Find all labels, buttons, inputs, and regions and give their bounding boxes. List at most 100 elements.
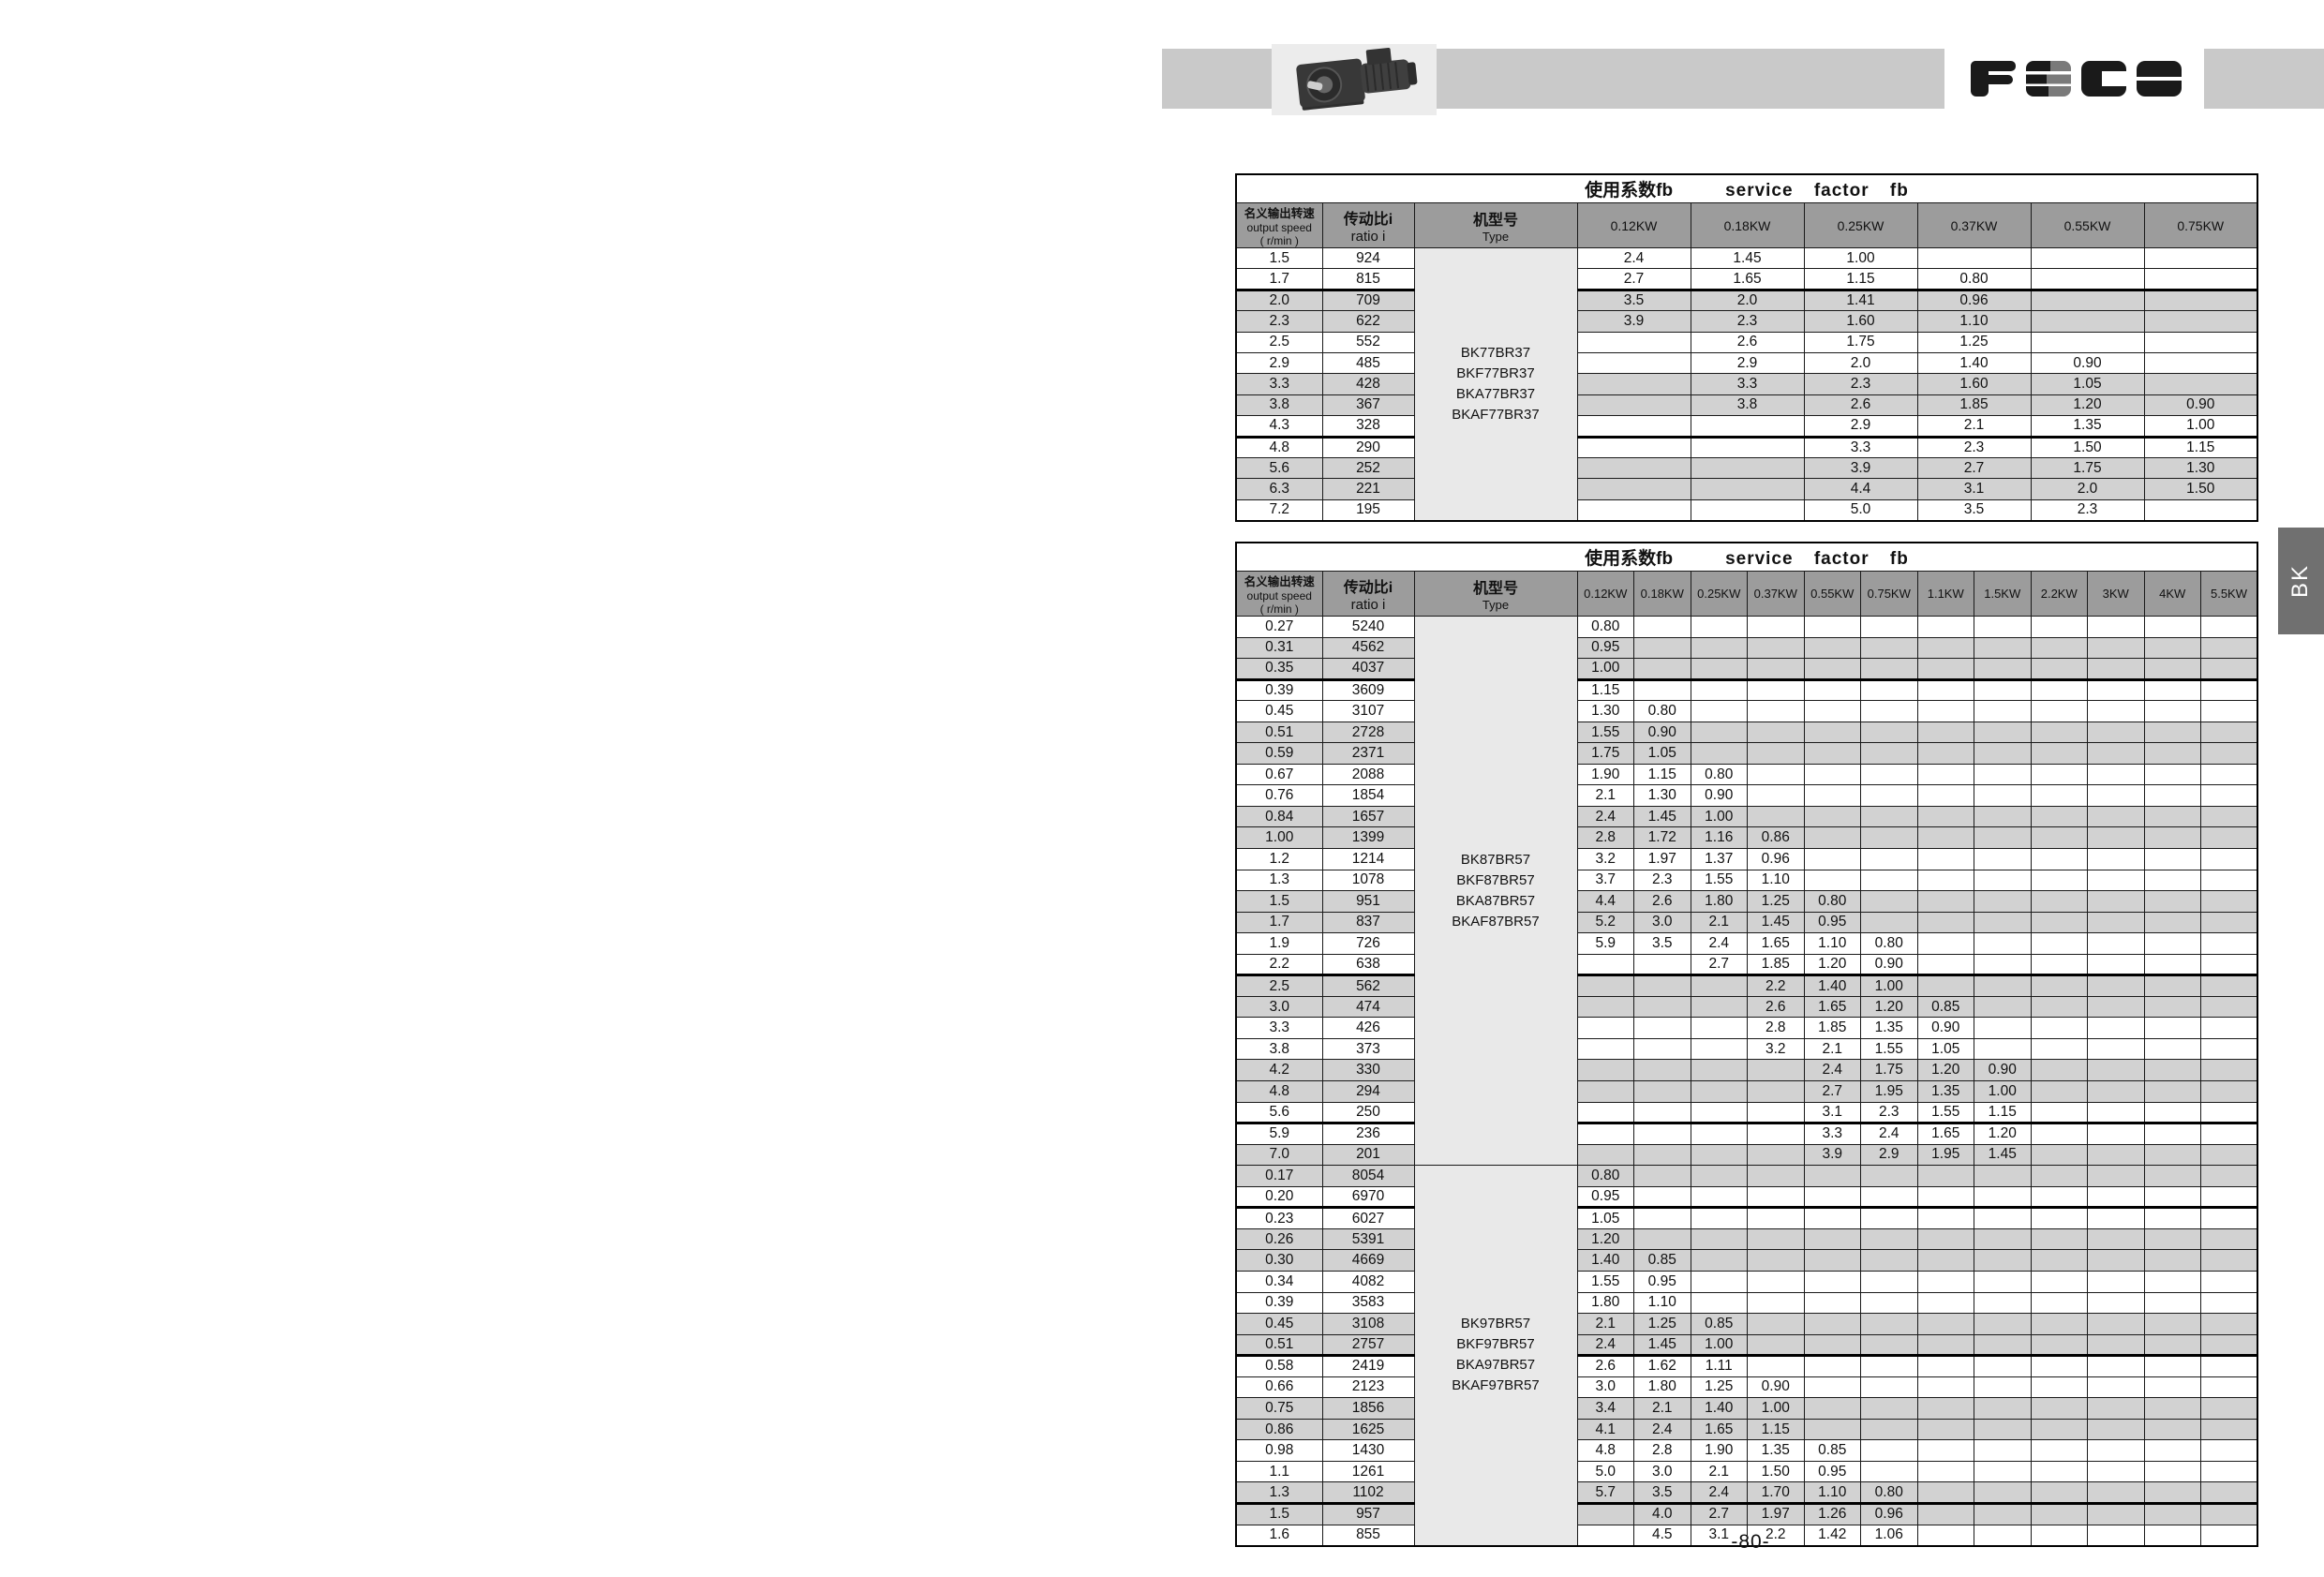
factor-value-cell: 1.30 (1576, 700, 1634, 722)
factor-value-cell (2087, 1080, 2145, 1103)
factor-value-cell (2087, 1101, 2145, 1125)
col-header-kw: 4KW (2143, 571, 2201, 617)
factor-value-cell: 3.0 (1576, 1376, 1634, 1399)
factor-value-cell (1916, 1291, 1974, 1315)
factor-value-cell: 2.3 (1690, 310, 1805, 333)
factor-value-cell: 1.10 (1633, 1291, 1691, 1315)
factor-value-cell: 1.55 (1916, 1101, 1974, 1125)
factor-value-cell: 0.80 (1576, 1165, 1634, 1187)
factor-value-cell (1576, 394, 1691, 417)
ratio-cell: 4037 (1321, 658, 1415, 681)
factor-value-cell (2030, 1439, 2088, 1462)
factor-value-cell (1576, 1017, 1634, 1039)
col-header-ratio: 传动比i ratio i (1321, 202, 1415, 248)
ratio-cell: 622 (1321, 310, 1415, 333)
factor-value-cell (2200, 1460, 2258, 1483)
factor-value-cell: 1.80 (1576, 1291, 1634, 1315)
factor-value-cell: 0.95 (1803, 911, 1861, 934)
factor-value-cell: 1.40 (1690, 1397, 1748, 1420)
ratio-cell: 4082 (1321, 1270, 1415, 1293)
factor-value-cell: 1.20 (1576, 1227, 1634, 1251)
factor-value-cell (1576, 478, 1691, 500)
factor-value-cell (1576, 1502, 1634, 1525)
speed-cell: 5.6 (1235, 1101, 1323, 1125)
factor-value-cell (1860, 784, 1918, 807)
factor-value-cell: 1.50 (2030, 436, 2145, 458)
ratio-cell: 1078 (1321, 869, 1415, 892)
table-title-en: service factor fb (1725, 549, 1909, 569)
table-title-zh: 使用系数fb (1585, 549, 1674, 569)
factor-value-cell: 2.3 (1916, 436, 2032, 458)
factor-value-cell (1974, 1524, 2032, 1547)
factor-value-cell: 2.2 (1747, 974, 1805, 997)
factor-value-cell: 2.8 (1633, 1439, 1691, 1462)
model-name: BKF97BR57 (1456, 1336, 1535, 1353)
factor-value-cell (2200, 658, 2258, 681)
speed-cell: 0.98 (1235, 1439, 1323, 1462)
factor-value-cell (1690, 1291, 1748, 1315)
ratio-cell: 290 (1321, 436, 1415, 458)
factor-value-cell (1860, 721, 1918, 744)
factor-value-cell (1974, 678, 2032, 702)
factor-value-cell (1803, 805, 1861, 828)
factor-value-cell: 4.1 (1576, 1418, 1634, 1441)
factor-value-cell (2030, 616, 2088, 638)
factor-value-cell: 1.90 (1690, 1439, 1748, 1462)
speed-cell: 0.17 (1235, 1165, 1323, 1187)
factor-value-cell (2143, 1165, 2201, 1187)
ratio-cell: 426 (1321, 1017, 1415, 1039)
factor-value-cell (2200, 1080, 2258, 1103)
header-band-left (1162, 49, 1272, 109)
ratio-cell: 957 (1321, 1502, 1415, 1525)
table-row: 3.0 474 2.6 1.65 1.20 0.85 (1235, 995, 2258, 1019)
factor-value-cell (1576, 1101, 1634, 1125)
factor-value-cell: 1.06 (1860, 1524, 1918, 1547)
factor-value-cell: 0.80 (1860, 1481, 1918, 1505)
factor-value-cell: 1.15 (1747, 1418, 1805, 1441)
factor-value-cell (1974, 1460, 2032, 1483)
factor-value-cell (2200, 1101, 2258, 1125)
factor-value-cell (1576, 1037, 1634, 1061)
factor-value-cell (2087, 1524, 2145, 1547)
factor-value-cell: 1.75 (1576, 742, 1634, 765)
factor-value-cell: 1.00 (1803, 246, 1918, 270)
factor-value-cell: 2.0 (1803, 351, 1918, 375)
factor-value-cell: 2.9 (1860, 1143, 1918, 1167)
factor-value-cell (1633, 1165, 1691, 1187)
factor-value-cell (2087, 1143, 2145, 1167)
factor-value-cell (1916, 890, 1974, 913)
factor-value-cell (1974, 1418, 2032, 1441)
speed-cell: 2.5 (1235, 331, 1323, 353)
table-row: 4.8 294 2.7 1.95 1.35 1.00 (1235, 1080, 2258, 1103)
factor-value-cell (1690, 1143, 1748, 1167)
table-row: 0.76 1854 2.1 1.30 0.90 (1235, 784, 2258, 807)
factor-value-cell (2087, 911, 2145, 934)
factor-value-cell (1633, 678, 1691, 702)
factor-value-cell: 2.7 (1690, 953, 1748, 977)
factor-value-cell (2143, 890, 2201, 913)
factor-value-cell (1916, 826, 1974, 850)
factor-value-cell: 3.1 (1916, 478, 2032, 500)
speed-cell: 0.31 (1235, 636, 1323, 660)
factor-value-cell (1576, 1524, 1634, 1547)
factor-value-cell (1974, 1017, 2032, 1039)
ratio-cell: 3609 (1321, 678, 1415, 702)
factor-value-cell (1747, 658, 1805, 681)
factor-value-cell: 1.50 (2143, 478, 2258, 500)
factor-value-cell (1803, 826, 1861, 850)
factor-value-cell: 2.4 (1576, 246, 1691, 270)
table-row: 2.3 622 3.9 2.3 1.60 1.10 (1235, 310, 2258, 333)
factor-value-cell (2087, 763, 2145, 786)
table-row: 1.3 1102 5.7 3.5 2.4 1.70 1.10 0.80 (1235, 1481, 2258, 1505)
table-title-zh: 使用系数fb (1585, 181, 1674, 201)
ratio-cell: 1856 (1321, 1397, 1415, 1420)
factor-value-cell (2200, 636, 2258, 660)
factor-value-cell: 1.25 (1690, 1376, 1748, 1399)
speed-cell: 0.76 (1235, 784, 1323, 807)
factor-value-cell: 0.90 (1690, 784, 1748, 807)
factor-value-cell (2087, 1376, 2145, 1399)
factor-value-cell (2030, 890, 2088, 913)
factor-value-cell: 0.90 (1633, 721, 1691, 744)
factor-value-cell (2200, 1481, 2258, 1505)
model-name: BK97BR57 (1460, 1316, 1531, 1332)
